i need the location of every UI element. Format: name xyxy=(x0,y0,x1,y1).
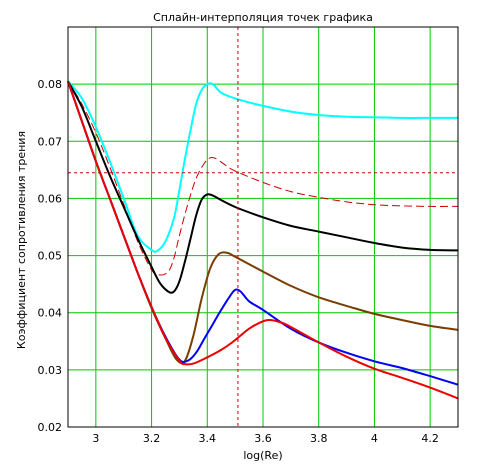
x-tick-label: 4 xyxy=(371,432,378,445)
y-tick-label: 0.04 xyxy=(38,307,63,320)
y-tick-label: 0.05 xyxy=(38,250,63,263)
y-tick-label: 0.07 xyxy=(38,135,63,148)
y-tick-label: 0.03 xyxy=(38,364,63,377)
grid xyxy=(68,27,458,428)
x-tick-label: 3.2 xyxy=(143,432,161,445)
x-tick-labels: 3 3.2 3.4 3.6 3.8 4 4.2 xyxy=(92,432,439,445)
x-tick-label: 3.4 xyxy=(199,432,217,445)
series-line-1 xyxy=(67,80,458,253)
y-tick-label: 0.02 xyxy=(38,421,63,434)
chart-title: Сплайн-интерполяция точек графика xyxy=(153,11,373,24)
y-tick-labels: 0.02 0.03 0.04 0.05 0.06 0.07 0.08 xyxy=(38,78,63,434)
y-tick-label: 0.08 xyxy=(38,78,63,91)
series-line-6 xyxy=(67,80,459,400)
series-line-3 xyxy=(67,80,459,294)
x-axis-label: log(Re) xyxy=(243,449,282,462)
x-tick-label: 3 xyxy=(92,432,99,445)
x-tick-label: 4.2 xyxy=(421,432,439,445)
y-axis-label: Коэффициент сопротивления трения xyxy=(15,131,28,349)
series-group xyxy=(67,80,459,400)
crosshair xyxy=(68,27,458,427)
y-tick-label: 0.06 xyxy=(38,192,63,205)
plot-frame xyxy=(67,26,459,428)
x-tick-label: 3.8 xyxy=(310,432,328,445)
x-tick-label: 3.6 xyxy=(254,432,272,445)
